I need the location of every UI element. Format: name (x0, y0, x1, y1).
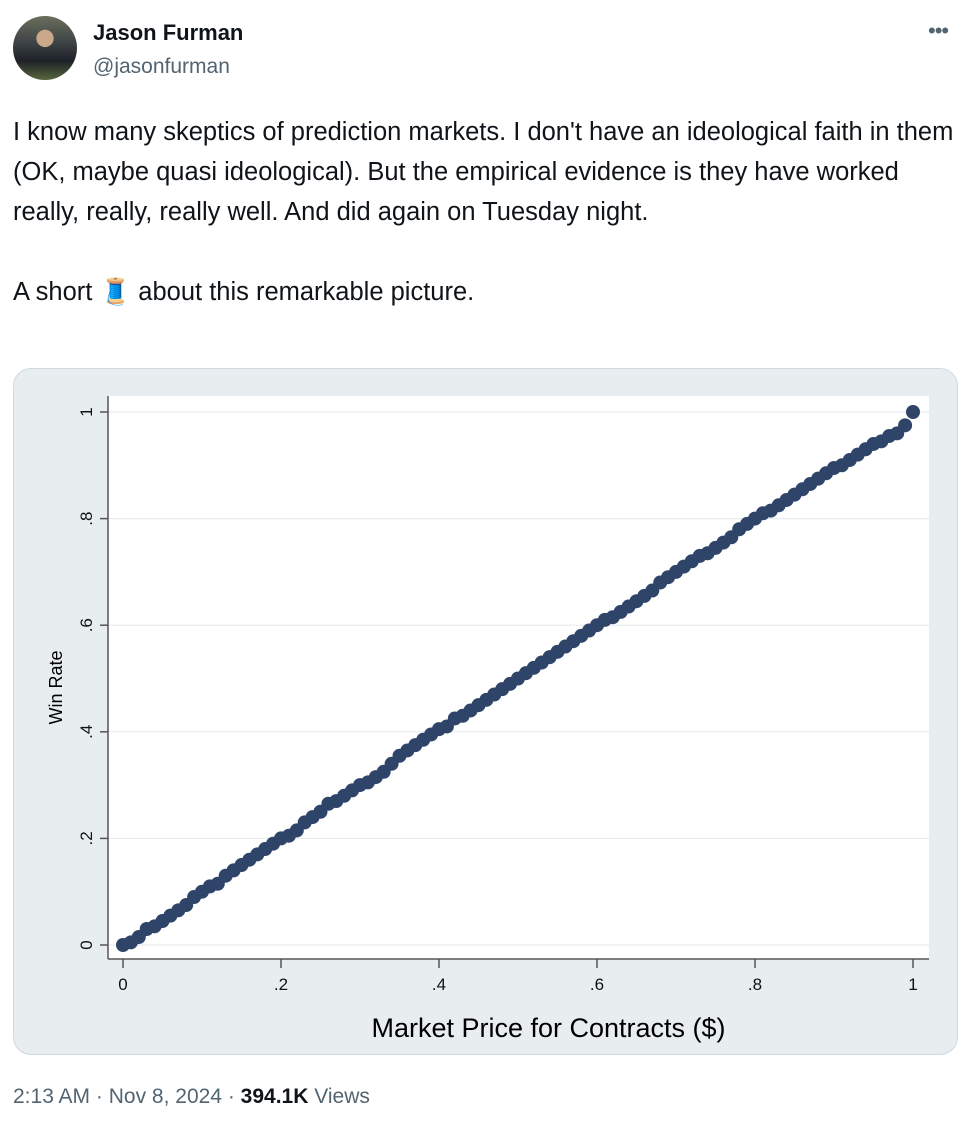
x-tick-label: .4 (432, 975, 446, 994)
tweet-date[interactable]: Nov 8, 2024 (108, 1085, 222, 1108)
author-handle[interactable]: @jasonfurman (93, 55, 230, 78)
y-tick-label: .4 (77, 725, 96, 739)
data-point (906, 405, 920, 419)
x-tick-label: 0 (118, 975, 127, 994)
y-axis-label: Win Rate (46, 650, 66, 724)
avatar[interactable] (13, 16, 77, 80)
y-tick-label: 0 (77, 940, 96, 949)
views-count: 394.1K (240, 1085, 309, 1108)
data-point (898, 418, 913, 433)
more-options-icon[interactable]: ••• (928, 18, 949, 43)
y-tick-label: .2 (77, 831, 96, 845)
x-tick-label: 1 (908, 975, 917, 994)
scatter-chart: 0 .2 .4 .6 .8 1 0 .2 .4 .6 .8 1 Market Price for Con… (46, 396, 929, 1043)
y-tick-label: 1 (77, 407, 96, 416)
x-tick-label: .8 (748, 975, 762, 994)
author-name[interactable]: Jason Furman (93, 20, 244, 45)
tweet-time[interactable]: 2:13 AM (13, 1085, 91, 1108)
tweet-text: I know many skeptics of prediction marke… (13, 118, 954, 306)
tweet-image-chart[interactable]: 0 .2 .4 .6 .8 1 0 .2 .4 .6 .8 1 Market Price for Con… (13, 368, 958, 1055)
y-tick-label: .6 (77, 618, 96, 632)
separator: · (221, 1085, 241, 1108)
x-tick-label: .6 (590, 975, 604, 994)
x-tick-label: .2 (274, 975, 288, 994)
separator: · (90, 1085, 109, 1108)
x-axis-label: Market Price for Contracts ($) (371, 1013, 725, 1043)
y-tick-label: .8 (77, 512, 96, 526)
tweet-meta: 2:13 AM · Nov 8, 2024 · 394.1K Views (13, 1085, 370, 1109)
views-label: Views (314, 1085, 370, 1108)
